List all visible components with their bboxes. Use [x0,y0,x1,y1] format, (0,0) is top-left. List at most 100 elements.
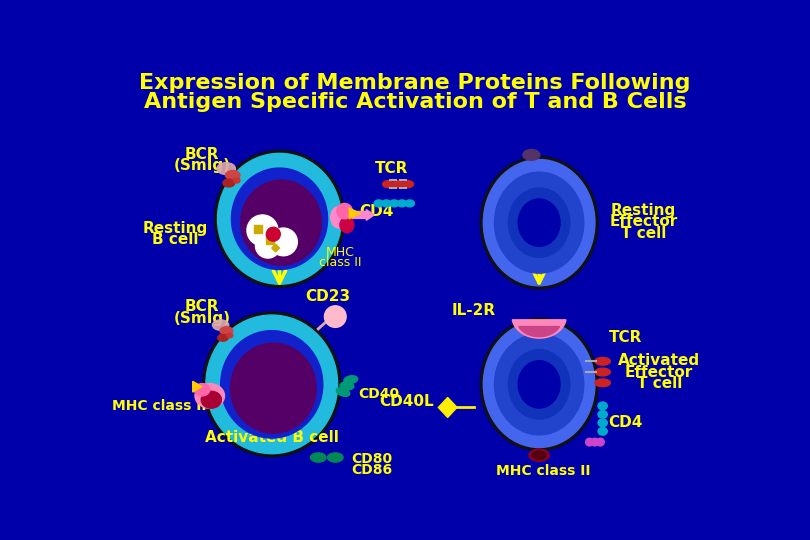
Ellipse shape [595,368,611,376]
Text: Activated: Activated [618,353,701,368]
Circle shape [337,204,352,219]
Ellipse shape [344,376,358,384]
Bar [266,236,274,244]
Text: IL-2R: IL-2R [451,303,495,318]
Polygon shape [518,327,560,336]
Ellipse shape [480,318,598,450]
Text: CD86: CD86 [351,463,392,477]
Text: T cell: T cell [637,376,682,391]
Text: B cell: B cell [151,232,198,247]
Ellipse shape [201,392,221,408]
Ellipse shape [231,343,316,433]
Ellipse shape [241,180,322,265]
Text: T cell: T cell [621,226,667,241]
Ellipse shape [598,402,608,410]
Text: (SmIg): (SmIg) [173,310,231,326]
Text: Effector: Effector [625,364,693,380]
Polygon shape [349,208,360,219]
Text: Antigen Specific Activation of T and B Cells: Antigen Specific Activation of T and B C… [144,92,686,112]
Ellipse shape [518,361,560,408]
Text: Effector: Effector [610,214,678,230]
Ellipse shape [480,157,598,289]
Text: Resting: Resting [143,221,207,235]
Ellipse shape [227,333,232,338]
Text: CD4: CD4 [609,415,643,430]
Text: Activated B cell: Activated B cell [205,430,339,445]
Ellipse shape [390,200,399,207]
Polygon shape [438,397,457,417]
Ellipse shape [382,200,391,207]
Text: CD40: CD40 [359,387,399,401]
Ellipse shape [340,382,354,390]
Text: CD4: CD4 [359,205,394,219]
Ellipse shape [218,334,228,341]
Text: (SmIg): (SmIg) [173,158,231,173]
Ellipse shape [532,451,546,460]
Text: MHC class II: MHC class II [496,464,590,478]
Circle shape [255,233,280,258]
Ellipse shape [397,200,407,207]
Text: MHC class II: MHC class II [112,399,207,413]
Text: CD80: CD80 [351,452,392,466]
FancyArrow shape [352,210,374,220]
Ellipse shape [509,349,569,419]
Ellipse shape [405,200,415,207]
Ellipse shape [310,453,326,462]
Circle shape [247,215,278,246]
Text: TCR: TCR [375,160,408,176]
Ellipse shape [195,383,224,408]
Ellipse shape [206,315,338,454]
Ellipse shape [595,379,611,387]
Ellipse shape [598,410,608,418]
Text: BCR: BCR [185,147,220,162]
Ellipse shape [212,320,228,330]
Ellipse shape [327,453,343,462]
Text: BCR: BCR [185,299,220,314]
Ellipse shape [330,206,347,228]
Circle shape [270,228,297,256]
Ellipse shape [518,199,560,246]
Polygon shape [271,244,279,252]
Ellipse shape [598,419,608,427]
Ellipse shape [220,327,232,335]
Ellipse shape [494,172,584,273]
Ellipse shape [509,188,569,258]
Ellipse shape [225,171,240,180]
Ellipse shape [403,181,414,187]
Ellipse shape [217,163,236,174]
Circle shape [266,227,280,241]
Text: CD40L: CD40L [379,394,433,409]
Text: TCR: TCR [609,330,642,345]
Ellipse shape [233,178,240,183]
Polygon shape [512,320,566,338]
Text: Expression of Membrane Proteins Following: Expression of Membrane Proteins Followin… [139,73,691,93]
Ellipse shape [223,179,235,187]
Ellipse shape [484,321,595,448]
Ellipse shape [215,150,344,287]
Ellipse shape [393,181,403,187]
Circle shape [591,438,599,446]
Circle shape [586,438,594,446]
Ellipse shape [336,388,350,396]
Ellipse shape [494,334,584,435]
Ellipse shape [598,428,608,435]
Ellipse shape [484,159,595,286]
Ellipse shape [382,181,394,187]
Text: MHC: MHC [326,246,355,259]
Text: class II: class II [318,256,361,269]
Ellipse shape [529,449,549,461]
Circle shape [596,438,604,446]
Circle shape [325,306,346,327]
Ellipse shape [194,383,210,396]
Ellipse shape [374,200,383,207]
Text: CD23: CD23 [305,289,350,304]
Bar [254,225,262,233]
Ellipse shape [595,357,611,365]
Polygon shape [193,381,202,392]
Ellipse shape [340,217,354,233]
Ellipse shape [218,153,342,284]
Ellipse shape [522,150,540,160]
Text: Resting: Resting [611,203,676,218]
Ellipse shape [202,312,341,457]
Ellipse shape [232,168,327,269]
